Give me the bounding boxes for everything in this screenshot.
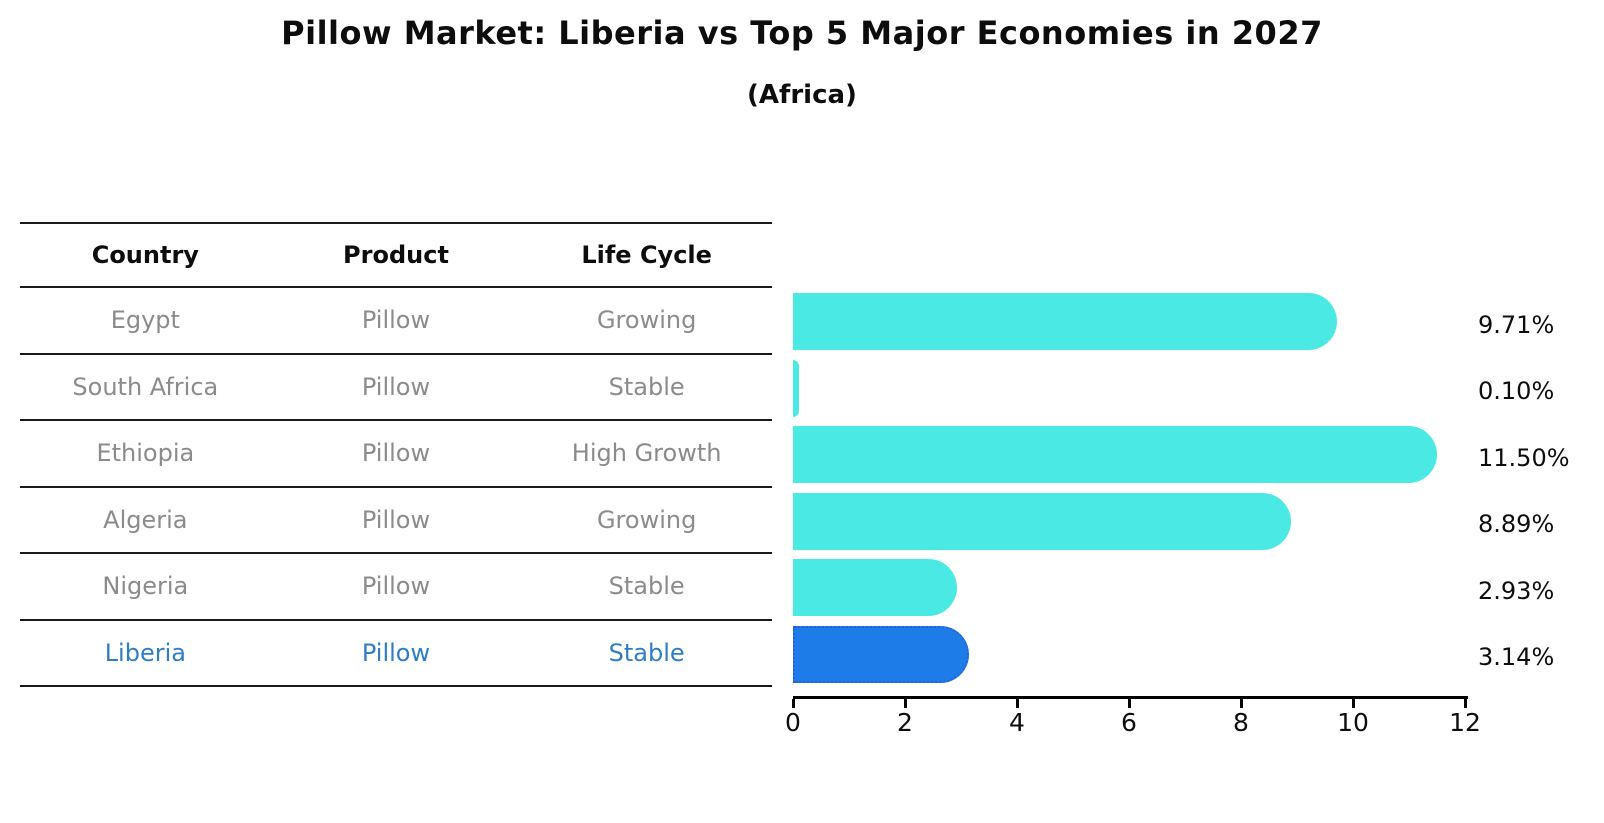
cell-life-cycle: High Growth [571, 439, 722, 468]
cell-country: South Africa [72, 372, 219, 401]
x-tick-label-8: 8 [1233, 708, 1249, 737]
column-header-country: Country [91, 241, 199, 269]
chart-subtitle: (Africa) [747, 80, 857, 110]
x-axis-line [793, 696, 1468, 699]
value-label-ethiopia: 11.50% [1478, 443, 1570, 472]
x-tick-label-4: 4 [1009, 708, 1025, 737]
x-tick-10 [1351, 699, 1355, 708]
bar-ethiopia [793, 426, 1437, 483]
x-tick-label-2: 2 [897, 708, 913, 737]
table-row-liberia: Liberia Pillow Stable [20, 621, 772, 687]
column-header-product: Product [343, 241, 449, 269]
bar-nigeria [793, 559, 958, 616]
x-tick-6 [1127, 699, 1131, 708]
bar-liberia [793, 625, 969, 683]
x-tick-label-0: 0 [785, 708, 801, 737]
table-body: Egypt Pillow Growing South Africa Pillow Stab… [20, 288, 772, 687]
chart-title: Pillow Market: Liberia vs Top 5 Major Ec… [281, 14, 1323, 52]
x-tick-label-12: 12 [1449, 708, 1481, 737]
value-label-south-africa: 0.10% [1478, 377, 1555, 405]
bar-south-africa [793, 359, 799, 417]
table-row-south-africa: South Africa Pillow Stable [20, 355, 772, 421]
cell-product: Pillow [361, 572, 431, 601]
cell-product: Pillow [361, 505, 431, 534]
value-label-nigeria: 2.93% [1478, 576, 1555, 605]
column-header-life-cycle: Life Cycle [581, 241, 712, 269]
x-tick-4 [1015, 699, 1019, 708]
country-table: Country Product Life Cycle Egypt Pillow Gr… [20, 222, 772, 687]
cell-product: Pillow [361, 306, 431, 335]
cell-life-cycle: Stable [608, 638, 685, 667]
x-tick-0 [791, 699, 795, 708]
table-row-algeria: Algeria Pillow Growing [20, 488, 772, 554]
x-tick-2 [903, 699, 907, 708]
x-tick-label-10: 10 [1337, 708, 1369, 737]
value-label-egypt: 9.71% [1478, 310, 1555, 339]
bar-egypt [793, 293, 1337, 350]
table-row-nigeria: Nigeria Pillow Stable [20, 554, 772, 621]
table-row-ethiopia: Ethiopia Pillow High Growth [20, 421, 772, 488]
value-label-algeria: 8.89% [1478, 510, 1555, 538]
cell-country: Egypt [110, 306, 180, 335]
cell-product: Pillow [361, 439, 431, 468]
cell-life-cycle: Growing [596, 306, 697, 335]
cell-country: Liberia [104, 638, 186, 667]
cell-country: Nigeria [102, 572, 189, 601]
cell-life-cycle: Growing [596, 505, 697, 534]
table-header-row: Country Product Life Cycle [20, 222, 772, 288]
value-label-liberia: 3.14% [1478, 643, 1555, 671]
cell-country: Algeria [103, 505, 188, 534]
cell-life-cycle: Stable [608, 372, 685, 401]
cell-life-cycle: Stable [608, 572, 685, 601]
cell-country: Ethiopia [96, 439, 195, 468]
cell-product: Pillow [361, 638, 431, 667]
x-tick-12 [1463, 699, 1467, 708]
bar-algeria [793, 492, 1291, 550]
cell-product: Pillow [361, 372, 431, 401]
x-tick-8 [1239, 699, 1243, 708]
x-tick-label-6: 6 [1121, 708, 1137, 737]
table-row-egypt: Egypt Pillow Growing [20, 288, 772, 355]
